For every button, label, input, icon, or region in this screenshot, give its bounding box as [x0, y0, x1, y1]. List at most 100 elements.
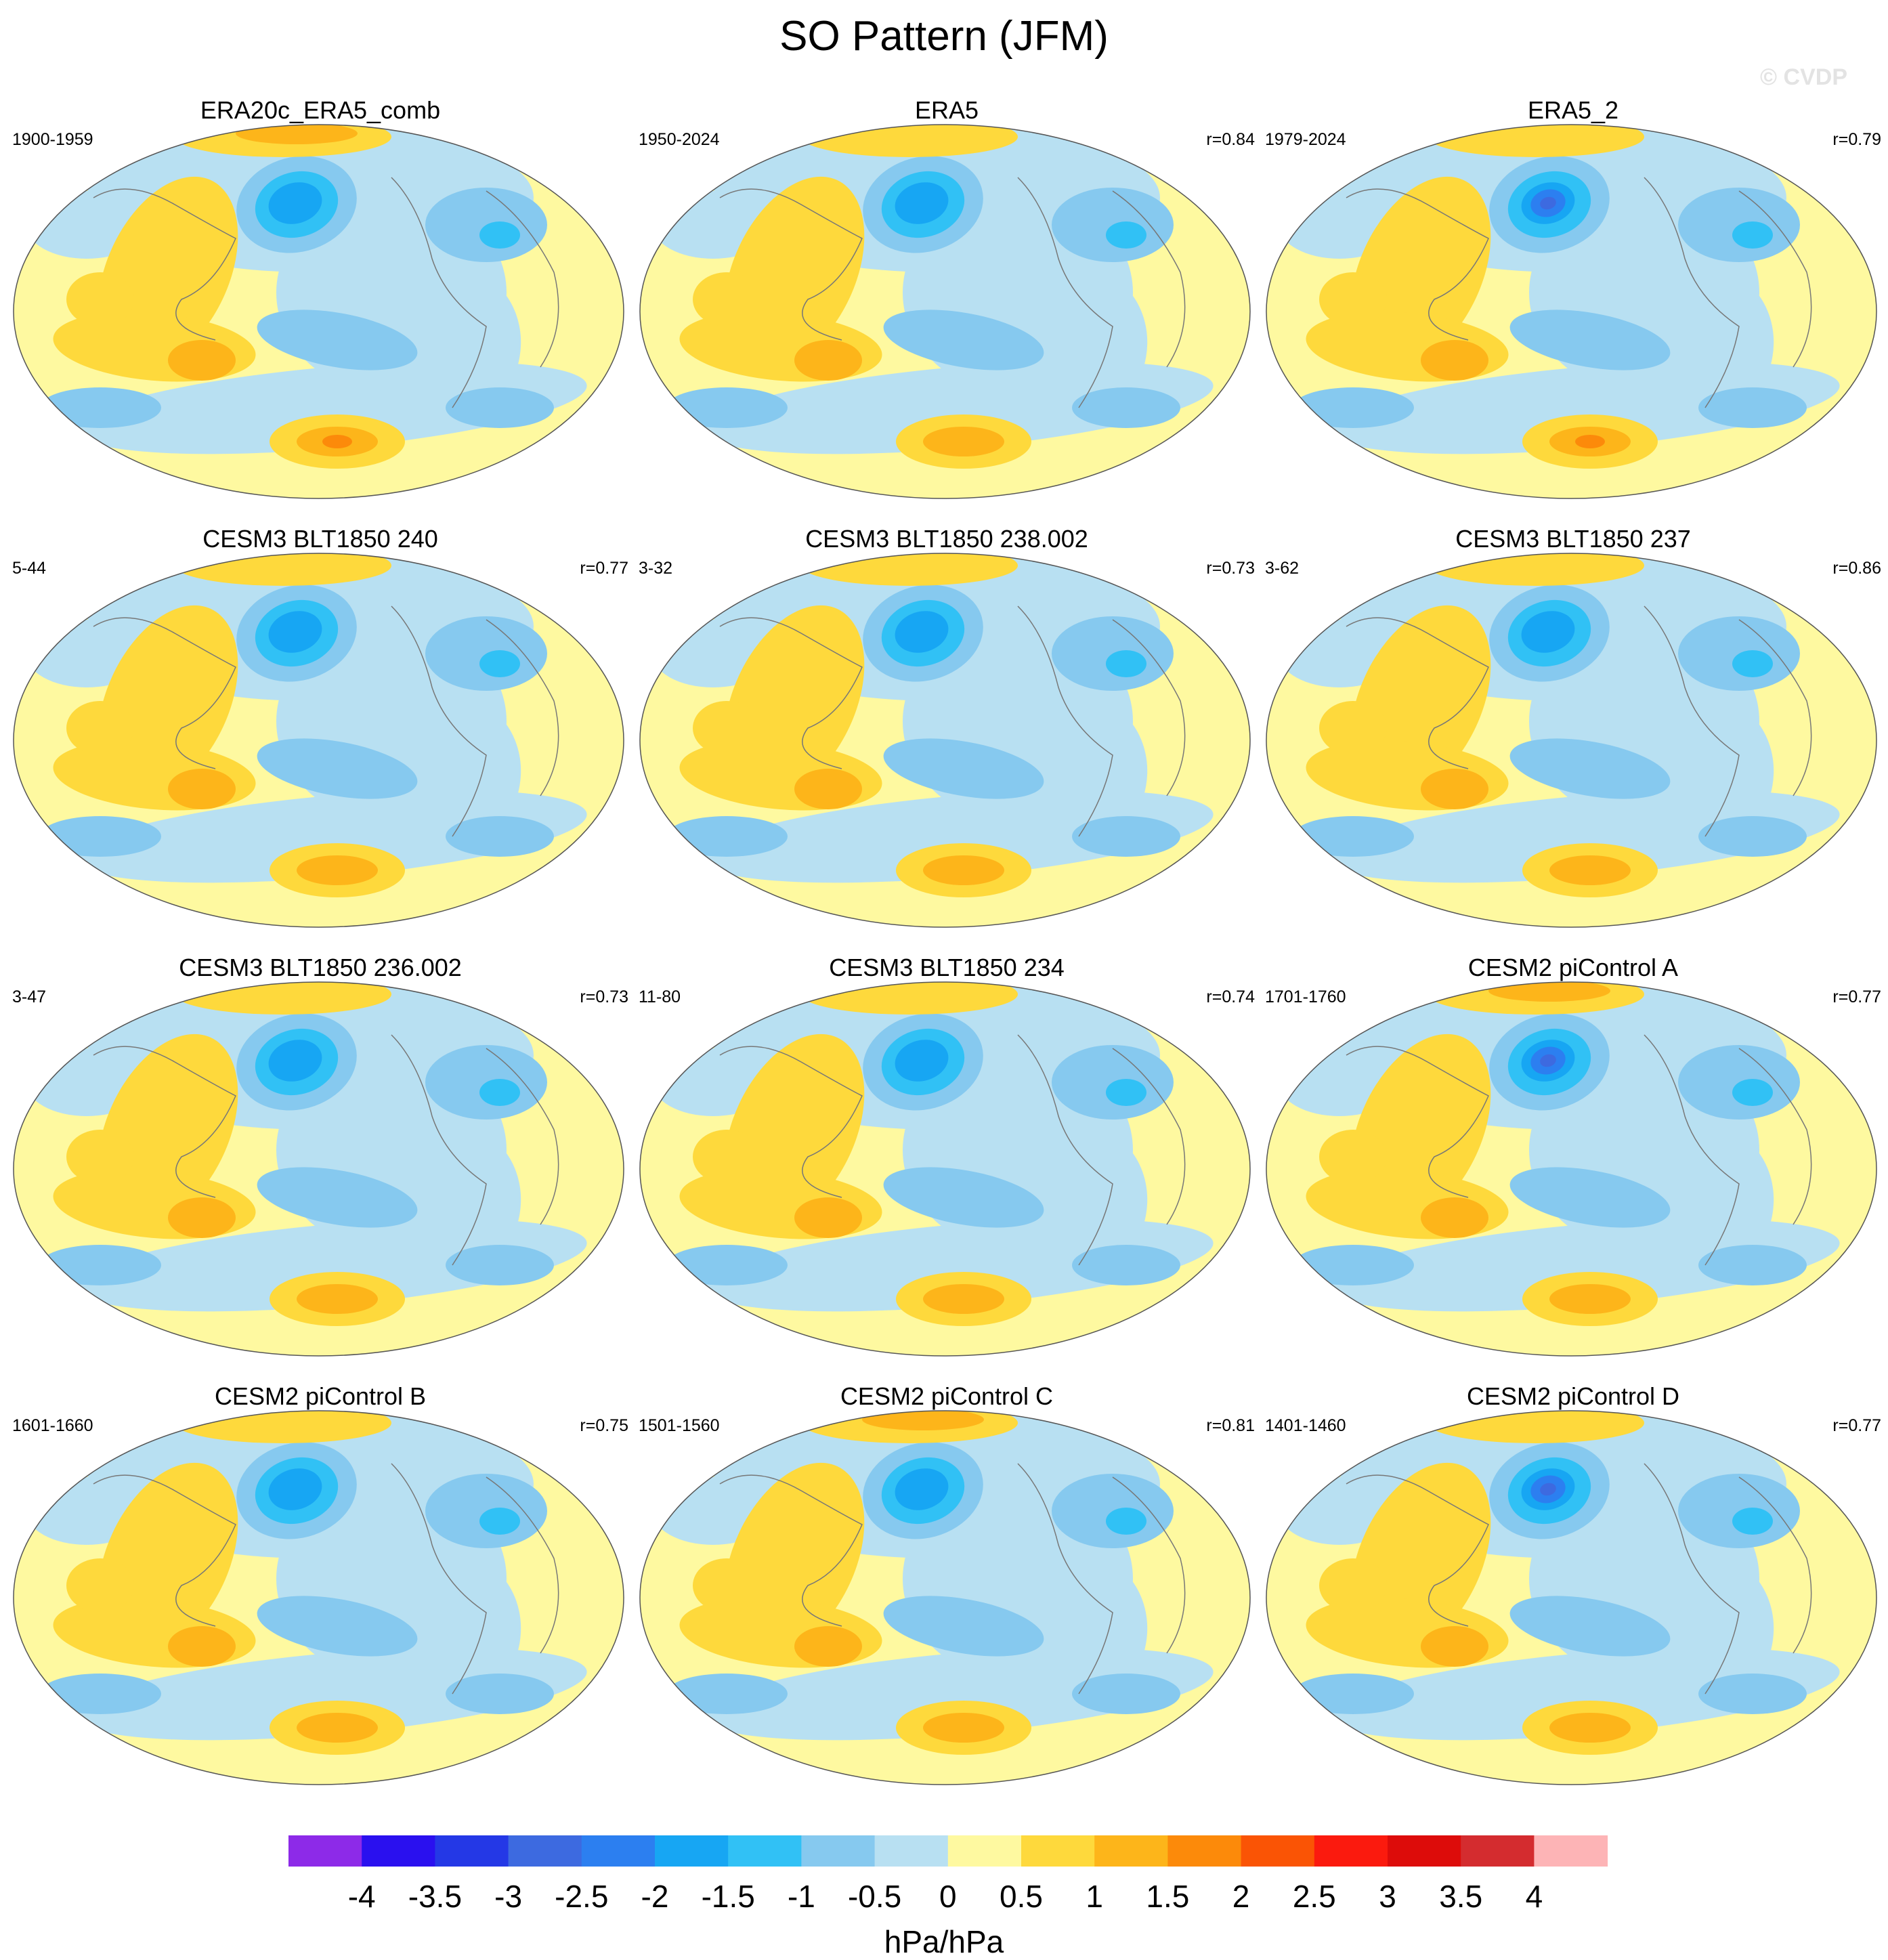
coastline — [93, 1034, 559, 1266]
positive-anomaly-region — [66, 1130, 134, 1184]
positive-anomaly-region — [168, 1197, 236, 1238]
figure-title: SO Pattern (JFM) — [779, 13, 1109, 60]
panel-title: CESM3 BLT1850 237 — [1455, 525, 1691, 553]
positive-anomaly-region — [1319, 1558, 1387, 1613]
aleutian-low-anomaly — [268, 611, 322, 653]
positive-anomaly-region — [1421, 1626, 1488, 1667]
negative-anomaly-region — [1623, 1552, 1774, 1713]
colorbar-swatch — [655, 1835, 729, 1867]
negative-anomaly-region — [666, 816, 788, 857]
colorbar-tick-label: -3 — [494, 1879, 522, 1914]
globe-outline — [1266, 1410, 1877, 1785]
negative-anomaly-region — [1678, 1045, 1800, 1120]
panel-correlation: r=0.81 — [1206, 1416, 1255, 1435]
aleutian-low-anomaly — [895, 182, 949, 224]
negative-anomaly-region — [425, 616, 547, 691]
map-panel: CESM2 piControl B 1601-1660 r=0.75 — [12, 1382, 628, 1802]
panel-correlation: r=0.73 — [1206, 559, 1255, 578]
negative-anomaly-region — [883, 1167, 1044, 1228]
positive-anomaly-region — [297, 855, 378, 885]
globe-outline — [13, 981, 624, 1357]
negative-anomaly-region — [1732, 1079, 1773, 1106]
colorbar-swatch — [1534, 1835, 1608, 1867]
globe-outline — [13, 553, 624, 928]
panel-correlation: r=0.77 — [1832, 987, 1881, 1006]
positive-anomaly-region — [1549, 1713, 1631, 1743]
panel-correlation: r=0.75 — [580, 1416, 628, 1435]
negative-anomaly-region — [370, 1552, 521, 1713]
colorbar-tick-label: -4 — [348, 1879, 376, 1914]
panel-correlation: r=0.77 — [1832, 1416, 1881, 1435]
panel-title: CESM3 BLT1850 236.002 — [179, 954, 462, 981]
negative-anomaly-region — [1678, 616, 1800, 691]
map-panel: CESM3 BLT1850 237 3-62 r=0.86 — [1265, 525, 1881, 945]
panel-period: 3-47 — [12, 987, 47, 1006]
colorbar-tick-label: -2 — [641, 1879, 669, 1914]
coastline — [719, 1463, 1186, 1695]
coastline — [93, 177, 559, 408]
map-panel: CESM3 BLT1850 234 11-80 r=0.74 — [639, 954, 1255, 1373]
globe-outline — [1266, 124, 1877, 499]
aleutian-low-anomaly — [895, 1468, 949, 1510]
negative-anomaly-region — [257, 1596, 418, 1657]
positive-anomaly-region — [168, 340, 236, 381]
negative-anomaly-region — [666, 1674, 788, 1714]
negative-anomaly-region — [1732, 221, 1773, 249]
panel-period: 1900-1959 — [12, 130, 93, 149]
panel-correlation: r=0.74 — [1206, 987, 1255, 1006]
map-panel: CESM2 piControl A 1701-1760 r=0.77 — [1265, 954, 1881, 1373]
coastline — [1346, 1463, 1812, 1695]
positive-anomaly-region — [1549, 855, 1631, 885]
negative-anomaly-region — [39, 387, 161, 428]
globe-outline — [1266, 981, 1877, 1357]
negative-anomaly-region — [1052, 1045, 1174, 1120]
map-globe — [1266, 124, 1877, 499]
coastline — [719, 177, 1186, 408]
negative-anomaly-region — [1052, 616, 1174, 691]
panel-correlation: r=0.77 — [580, 559, 628, 578]
positive-anomaly-region — [693, 1558, 760, 1613]
negative-anomaly-region — [370, 695, 521, 856]
negative-anomaly-region — [479, 1079, 520, 1106]
negative-anomaly-region — [446, 1674, 554, 1714]
aleutian-low-anomaly — [895, 1040, 949, 1082]
panel-title: CESM3 BLT1850 234 — [829, 954, 1065, 981]
panel-title: ERA20c_ERA5_comb — [200, 96, 441, 124]
globe-outline — [13, 124, 624, 499]
negative-anomaly-region — [370, 1124, 521, 1285]
colorbar-tick-label: 1.5 — [1146, 1879, 1189, 1914]
panel-title: CESM3 BLT1850 238.002 — [805, 525, 1088, 553]
colorbar-swatch — [581, 1835, 656, 1867]
map-globe — [13, 553, 624, 928]
map-panel: ERA5 1950-2024 r=0.84 — [639, 96, 1255, 516]
map-globe — [13, 124, 624, 499]
negative-anomaly-region — [996, 266, 1148, 427]
map-globe — [13, 1410, 624, 1785]
negative-anomaly-region — [1678, 188, 1800, 262]
negative-anomaly-region — [1106, 1508, 1146, 1535]
colorbar-units: hPa/hPa — [884, 1924, 1004, 1959]
panel-title: ERA5_2 — [1527, 96, 1619, 124]
colorbar-swatch — [1461, 1835, 1535, 1867]
positive-anomaly-region — [1319, 1130, 1387, 1184]
colorbar-tick-label: -3.5 — [408, 1879, 462, 1914]
colorbar-tick-label: 0.5 — [1000, 1879, 1043, 1914]
negative-anomaly-region — [1072, 1674, 1180, 1714]
positive-anomaly-region — [322, 435, 352, 448]
negative-anomaly-region — [1678, 1474, 1800, 1548]
positive-anomaly-region — [168, 1626, 236, 1667]
positive-anomaly-region — [297, 1713, 378, 1743]
negative-anomaly-region — [666, 387, 788, 428]
colorbar-swatch — [362, 1835, 435, 1867]
negative-anomaly-region — [1072, 387, 1180, 428]
negative-anomaly-region — [1509, 310, 1671, 370]
map-panel: CESM2 piControl C 1501-1560 r=0.81 — [639, 1382, 1255, 1802]
map-globe — [13, 981, 624, 1357]
colorbar-tick-label: 0 — [939, 1879, 957, 1914]
colorbar: -4 -3.5 -3 -2.5 -2 -1.5 -1 -0.5 0 0.5 1 1.5 2 2.5 3 3.5… — [288, 1835, 1608, 1914]
positive-anomaly-region — [66, 701, 134, 755]
negative-anomaly-region — [1623, 1124, 1774, 1285]
colorbar-tick-label: 3.5 — [1439, 1879, 1482, 1914]
positive-anomaly-region — [1575, 435, 1605, 448]
map-panel: CESM2 piControl D 1401-1460 r=0.77 — [1265, 1382, 1881, 1802]
